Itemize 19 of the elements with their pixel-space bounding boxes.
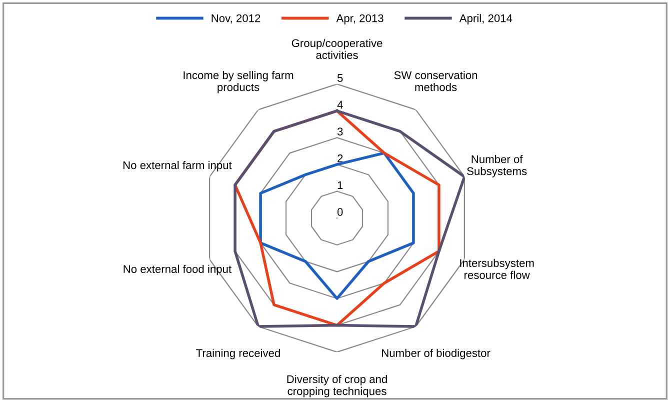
spoke-label: Number of Subsystems	[467, 155, 527, 178]
spoke-label: SW conservation methods	[394, 70, 478, 92]
legend-label: Apr, 2013	[336, 14, 384, 24]
spoke-label: Number of biodigestor	[382, 348, 490, 360]
spoke-label: Income by selling farm products	[184, 70, 294, 94]
spoke-label: Intersubsystem resource flow	[460, 258, 534, 279]
legend-label: April, 2014	[459, 14, 512, 24]
y-tick-label: 5	[337, 74, 343, 82]
spoke-label: No external farm input	[123, 160, 232, 172]
spoke-label: Group/cooperative activities	[292, 38, 382, 60]
y-tick-label: 4	[337, 100, 343, 109]
y-tick-label: 3	[337, 128, 343, 136]
spoke-label: Diversity of crop and cropping techniques	[287, 374, 387, 398]
y-tick-label: 2	[338, 154, 343, 162]
spoke-label: Training received	[196, 348, 280, 360]
y-tick-label: 0	[337, 208, 343, 216]
legend-label: Nov, 2012	[212, 14, 260, 24]
y-tick-label: 1	[338, 181, 343, 189]
spoke-label: No external food input	[124, 264, 232, 276]
